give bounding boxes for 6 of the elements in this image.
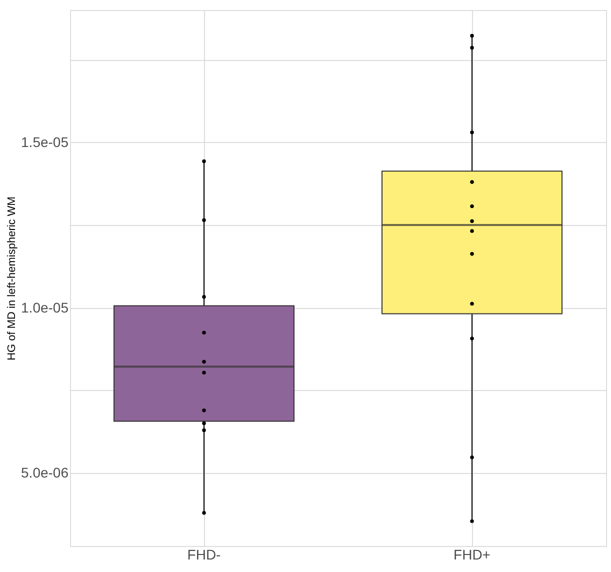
x-tick-label: FHD- (187, 546, 222, 562)
y-tick-label: 1.5e-05 (21, 134, 69, 150)
y-axis-title: HG of MD in left-hemispheric WM (6, 196, 18, 360)
y-tick-label: 5.0e-06 (21, 464, 69, 481)
x-tick-label: FHD+ (454, 546, 490, 562)
y-tick-label: 1.0e-05 (21, 299, 69, 316)
